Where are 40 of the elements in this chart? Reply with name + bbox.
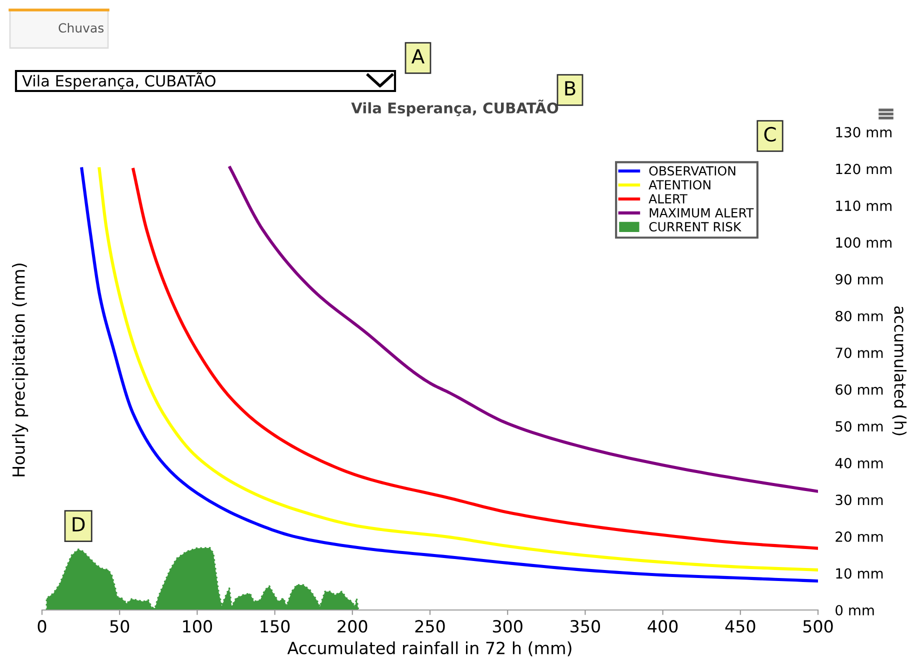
x-tick-label: 200 [338, 620, 368, 633]
legend-label: ATENTION [648, 180, 710, 190]
y-tick-label: 10 mm [836, 568, 883, 579]
legend-label: OBSERVATION [649, 166, 736, 176]
legend-label: ALERT [648, 194, 688, 204]
y2-axis-title: accumulated (h) [892, 306, 907, 436]
y-tick-label: 40 mm [835, 458, 883, 468]
x-tick-label: 250 [415, 620, 445, 633]
annotation: D [72, 517, 85, 532]
y-tick-label: 60 mm [836, 384, 883, 395]
text: Chuvas [58, 22, 104, 33]
legend-label: CURRENT RISK [649, 222, 742, 232]
chart-title: Vila Esperança, CUBATÃO [351, 100, 558, 116]
y-tick-label: 120 mm [836, 164, 892, 174]
x-tick-label: 450 [725, 620, 756, 633]
text: Vila Esperança, CUBATÃO [22, 72, 216, 90]
x-tick-label: 150 [260, 620, 290, 633]
y-axis-title: Hourly precipitation (mm) [12, 264, 28, 476]
text: A [412, 49, 424, 64]
x-tick-label: 100 [183, 620, 212, 633]
y-tick-label: 30 mm [836, 494, 883, 506]
y-tick-label: 110 mm [836, 200, 892, 212]
x-tick-label: 350 [570, 620, 600, 633]
y-tick-label: 50 mm [836, 421, 883, 432]
annotation: C [764, 126, 776, 142]
y-tick-label: 130 mm [836, 126, 892, 138]
y-tick-label: 80 mm [836, 310, 883, 322]
y-tick-label: 0 mm [836, 604, 874, 616]
legend-label: MAXIMUM ALERT [650, 208, 754, 218]
x-tick-label: 500 [803, 620, 833, 633]
y-tick-label: 100 mm [836, 237, 892, 248]
y-tick-label: 20 mm [836, 531, 883, 542]
x-tick-label: 0 [38, 620, 46, 633]
x-tick-label: 300 [492, 620, 522, 633]
x-tick-label: 50 [110, 620, 130, 633]
y-tick-label: 90 mm [836, 274, 883, 285]
x-axis-title: Accumulated rainfall in 72 h (mm) [287, 641, 572, 656]
x-tick-label: 400 [648, 620, 678, 633]
text: B [565, 81, 576, 96]
y-tick-label: 70 mm [836, 348, 883, 358]
